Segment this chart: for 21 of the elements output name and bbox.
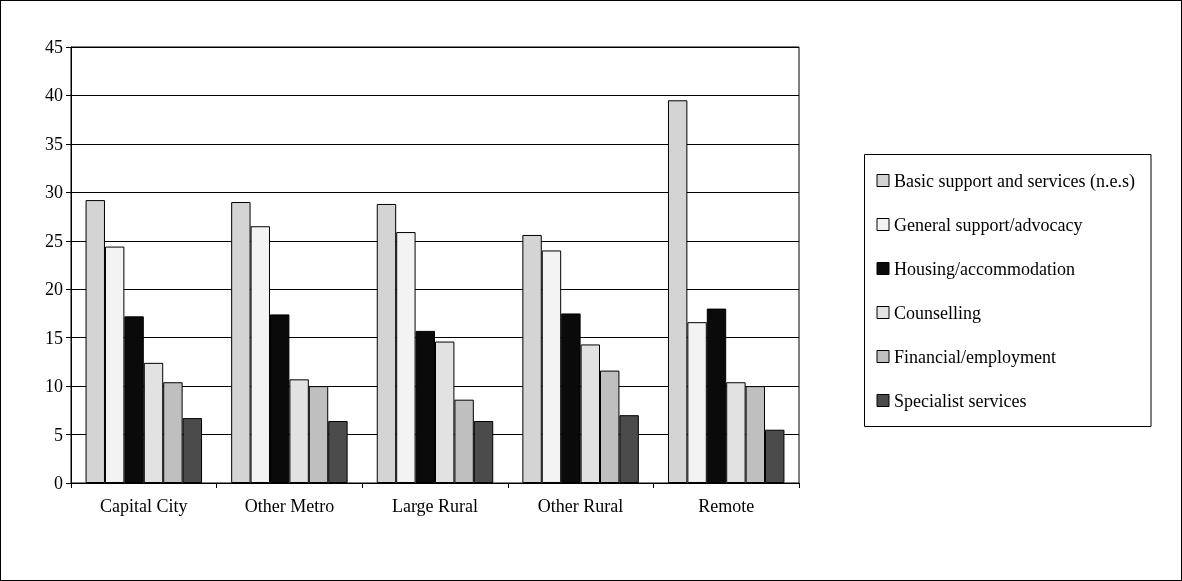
y-tick-label: 0 — [54, 473, 63, 493]
y-tick-label: 5 — [54, 424, 63, 445]
x-tick-label: Remote — [698, 496, 755, 516]
y-tick-label: 20 — [45, 279, 63, 300]
legend-label: Counselling — [894, 302, 982, 323]
y-tick-label: 40 — [45, 85, 63, 106]
x-tick-label: Other Metro — [244, 496, 335, 516]
y-tick-label: 45 — [45, 37, 63, 57]
x-tick-label: Other Rural — [537, 496, 624, 516]
y-tick-label: 15 — [45, 327, 63, 348]
legend-label: Financial/employment — [894, 346, 1056, 367]
y-tick-label: 35 — [45, 133, 63, 154]
y-tick-label: 25 — [45, 230, 63, 251]
legend-label: Housing/accommodation — [894, 258, 1075, 279]
y-tick-label: 10 — [45, 376, 63, 397]
y-tick-label: 30 — [45, 182, 63, 203]
x-tick-label: Capital City — [100, 496, 188, 516]
legend-label: Specialist services — [894, 390, 1027, 411]
x-tick-label: Large Rural — [391, 496, 479, 516]
legend-label: Basic support and services (n.e.s) — [894, 170, 1135, 192]
legend-label: General support/advocacy — [894, 214, 1083, 235]
